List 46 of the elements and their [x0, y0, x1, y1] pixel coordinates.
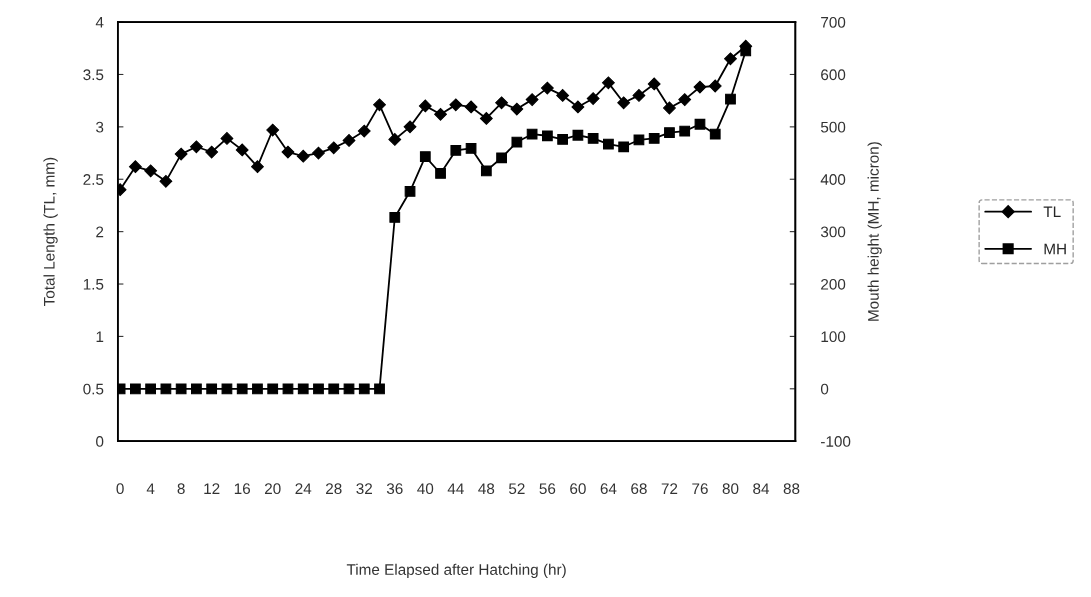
x-tick-label: 20 — [264, 483, 281, 495]
y-tick-label: 3.5 — [83, 69, 104, 81]
x-axis-title: Time Elapsed after Hatching (hr) — [346, 563, 566, 578]
y-tick-label: 2 — [96, 226, 104, 238]
y-tick-label: 0.5 — [83, 383, 104, 395]
x-tick-label: 24 — [295, 483, 312, 494]
y2-tick-label: 600 — [821, 69, 846, 81]
x-tick-label: 52 — [508, 483, 525, 495]
x-tick-label: 76 — [692, 483, 708, 495]
legend-label: TL — [1043, 206, 1061, 218]
y2-tick-label: 700 — [821, 16, 846, 28]
x-tick-label: 32 — [356, 483, 372, 495]
x-tick-label: 36 — [386, 483, 403, 495]
x-tick-label: 28 — [326, 483, 342, 495]
x-tick-label: 16 — [234, 483, 251, 495]
y2-tick-label: 0 — [820, 383, 829, 395]
y2-tick-label: 200 — [821, 278, 846, 290]
x-tick-label: 44 — [447, 483, 464, 494]
x-tick-label: 88 — [783, 483, 800, 495]
y-tick-label: 1.5 — [83, 279, 104, 290]
y2-axis-title: Mouth height (MH, micron) — [867, 142, 882, 321]
y-tick-label: 2.5 — [83, 174, 104, 185]
y-axis-title: Total Length (TL, mm) — [43, 157, 58, 306]
y2-tick-label: 300 — [820, 226, 846, 238]
y2-tick-label: 100 — [821, 331, 846, 343]
x-tick-label: 72 — [661, 483, 678, 494]
y-tick-label: 1 — [96, 331, 104, 342]
x-tick-label: 4 — [146, 483, 155, 494]
x-tick-label: 0 — [116, 483, 124, 495]
x-tick-label: 40 — [417, 483, 434, 495]
x-tick-label: 56 — [539, 483, 556, 495]
x-tick-label: 60 — [570, 483, 586, 495]
x-tick-label: 80 — [722, 483, 739, 495]
x-tick-label: 48 — [478, 483, 495, 495]
legend-label: MH — [1044, 243, 1066, 255]
x-tick-label: 12 — [204, 483, 220, 494]
y-tick-label: 0 — [96, 436, 104, 447]
y-tick-label: 3 — [96, 121, 104, 133]
y-tick-label: 4 — [95, 17, 104, 28]
x-tick-label: 8 — [177, 483, 185, 495]
y2-tick-label: 400 — [820, 174, 846, 185]
y2-tick-label: -100 — [821, 436, 851, 447]
x-tick-label: 68 — [631, 483, 647, 495]
y2-tick-label: 500 — [820, 121, 846, 133]
x-tick-label: 84 — [753, 483, 770, 495]
x-tick-label: 64 — [600, 483, 617, 495]
